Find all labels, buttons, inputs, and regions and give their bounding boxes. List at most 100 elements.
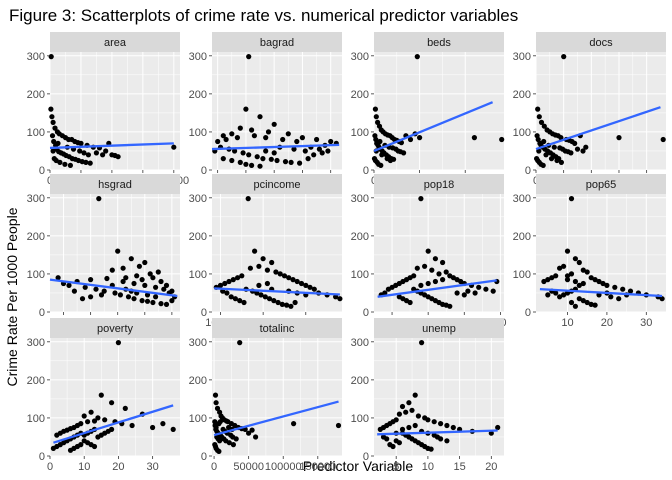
data-point [580,267,586,273]
y-tick-label: 0 [363,451,369,463]
strip-label: poverty [97,323,134,335]
data-point [57,159,63,165]
fit-line [49,142,174,150]
data-point [409,407,415,413]
x-tick-label: 10 [78,461,90,473]
strip-label: docs [589,37,613,49]
data-point [406,424,412,431]
y-tick-label: 300 [27,337,45,349]
fit-line [211,143,340,151]
data-point [79,296,86,302]
y-tick-label: 200 [27,231,45,243]
data-point [328,138,334,145]
data-point [256,282,262,288]
data-point [243,161,249,167]
data-point [572,278,579,285]
facet-panel-unemp: unemp 0 100 200 300 5 10 15 20 [351,318,504,473]
data-point [122,405,128,411]
data-point [564,248,571,254]
data-point [561,54,567,60]
facet-panel-hsgrad: hsgrad01002003005060708090 [27,174,180,329]
strip-label: bagrad [260,37,294,49]
chart-title: Figure 3: Scatterplots of crime rate vs.… [9,6,518,25]
data-point [543,152,549,158]
data-point [314,136,320,143]
y-tick-label: 100 [189,127,207,139]
data-point [88,294,94,300]
data-point [142,259,148,266]
data-point [387,157,393,164]
y-tick-label: 0 [363,165,369,177]
strip-background [50,174,180,194]
data-point [541,138,547,145]
data-point [134,273,140,279]
data-point [260,256,266,262]
data-point [260,156,266,162]
data-point [422,263,428,269]
data-point [237,340,243,346]
data-point [50,119,56,125]
data-point [102,417,108,423]
strip-background [212,32,342,52]
data-point [268,156,274,162]
x-tick-label: 10 [561,317,573,329]
data-point [213,400,219,406]
data-point [224,290,230,296]
fit-line [373,101,494,153]
strip-background [536,32,666,52]
data-point [240,150,246,156]
y-tick-label: 200 [351,375,369,387]
data-point [561,292,567,298]
data-point [396,440,402,446]
data-point [258,292,264,298]
strip-background [374,318,504,338]
x-tick-label: 0 [47,461,53,473]
data-point [399,426,406,432]
y-tick-label: 100 [513,127,531,139]
data-point [277,271,283,277]
data-point [549,275,555,281]
data-point [576,282,582,288]
data-point [239,273,245,279]
data-point [407,136,414,143]
fit-line [535,106,661,151]
data-point [535,106,541,112]
data-point [50,445,57,451]
data-point [273,269,279,275]
strip-label: hsgrad [98,179,132,191]
data-point [465,288,471,294]
y-tick-label: 200 [351,89,369,101]
data-point [592,302,598,308]
data-point [48,106,54,112]
data-point [237,298,243,304]
data-point [98,292,105,298]
x-tick-label: 20 [112,461,124,473]
data-point [100,152,106,158]
strip-background [374,32,504,52]
data-point [588,301,594,307]
data-point [396,411,402,417]
data-point [535,136,541,143]
data-point [297,160,303,166]
x-axis-label: Predictor Variable [303,458,413,474]
data-point [337,296,343,302]
data-point [215,138,221,145]
data-point [580,280,586,287]
data-point [269,259,275,266]
data-point [109,267,115,273]
data-point [612,284,618,290]
data-point [418,282,424,288]
data-point [438,436,444,442]
y-tick-label: 200 [27,89,45,101]
y-tick-label: 300 [513,193,531,205]
data-point [249,162,255,168]
data-point [499,136,505,143]
data-point [254,154,260,160]
data-point [256,263,262,269]
data-point [95,415,101,421]
data-point [52,125,58,131]
data-point [536,114,542,120]
y-tick-label: 300 [27,193,45,205]
y-tick-label: 300 [351,337,369,349]
data-point [77,148,83,154]
